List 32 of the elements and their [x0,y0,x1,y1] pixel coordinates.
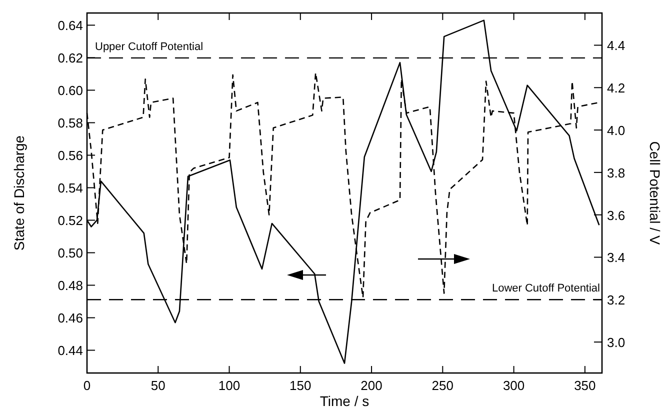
x-tick-label: 50 [150,378,166,393]
y2-tick-label: 3.0 [607,335,626,350]
x-tick-label: 100 [218,378,240,393]
ref-line-label: Upper Cutoff Potential [95,40,204,53]
y-tick-label: 0.48 [58,278,83,294]
y2-tick-label: 3.8 [607,165,626,180]
y-tick-label: 0.44 [58,343,83,358]
x-tick-label: 150 [290,378,312,393]
y-tick-label: 0.60 [58,83,83,98]
x-tick-label: 250 [432,378,454,393]
y-tick-label: 0.64 [58,18,83,34]
y-tick-label: 0.54 [58,180,83,196]
y2-tick-label: 4.2 [607,80,626,96]
x-tick-label: 300 [502,378,525,393]
y-axis-title: State of Discharge [11,135,27,251]
ref-line-label: Lower Cutoff Potential [492,282,600,295]
y2-tick-label: 4.0 [607,123,626,138]
y2-tick-label: 3.6 [607,208,626,223]
y2-tick-label: 3.2 [607,292,626,308]
y-tick-label: 0.50 [58,246,83,261]
x-axis-title: Time / s [320,393,370,409]
y-tick-label: 0.62 [58,50,83,66]
x-tick-label: 350 [574,378,596,393]
y-tick-label: 0.56 [58,148,83,164]
x-tick-label: 0 [83,378,91,393]
y-tick-label: 0.46 [58,310,83,326]
y-tick-label: 0.58 [58,116,83,131]
y2-axis-title: Cell Potential / V [647,141,663,246]
y2-tick-label: 4.4 [607,38,626,54]
y2-tick-label: 3.4 [607,250,626,266]
y-tick-label: 0.52 [58,213,83,228]
x-tick-label: 200 [360,378,382,393]
